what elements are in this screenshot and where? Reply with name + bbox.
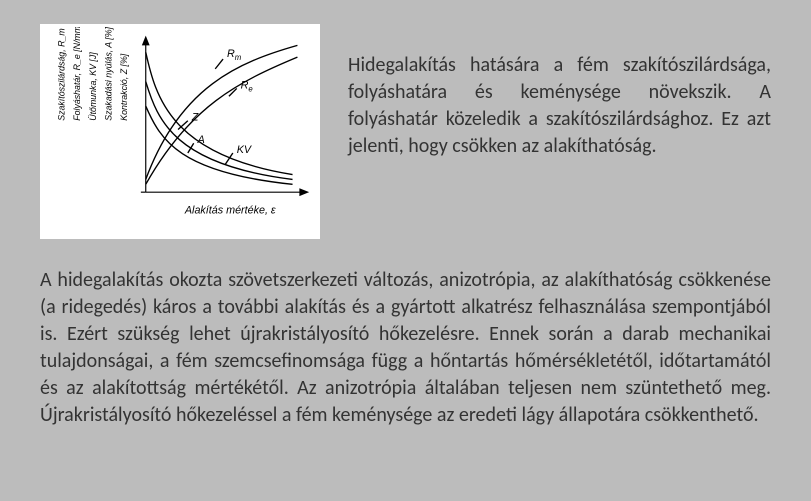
top-row: Szakítószilárdság, R_m [N/mm²] Folyáshat… [40,24,771,239]
ylabel-3: Ütőmunka, KV [J] [88,52,98,121]
label-rm: Rm [227,48,242,62]
body-paragraph: A hidegalakítás okozta szövetszerkezeti … [40,267,771,429]
slide: Szakítószilárdság, R_m [N/mm²] Folyáshat… [0,0,811,501]
side-paragraph: Hidegalakítás hatására a fém szakítószil… [348,24,771,160]
figure-diagram: Szakítószilárdság, R_m [N/mm²] Folyáshat… [40,24,320,239]
ylabel-4: Szakadási nyúlás, A [%] [104,27,114,121]
ylabel-2: Folyáshatár, R_e [N/mm²] [72,27,82,121]
y-axis-arrow [142,36,150,46]
curve-kv [146,106,293,184]
curve-a [146,82,293,180]
curve-z [146,52,293,174]
ylabel-5: Kontrakció, Z [%] [119,53,129,121]
x-axis-label: Alakítás mértéke, ε [184,205,276,217]
label-re: Re [241,79,254,93]
ylabel-1: Szakítószilárdság, R_m [N/mm²] [57,27,67,121]
label-a: A [197,134,205,146]
curve-re [146,57,298,184]
x-axis-arrow [299,188,309,196]
label-kv: KV [237,144,252,156]
diagram-svg: Szakítószilárdság, R_m [N/mm²] Folyáshat… [43,27,317,236]
label-z: Z [191,112,199,124]
